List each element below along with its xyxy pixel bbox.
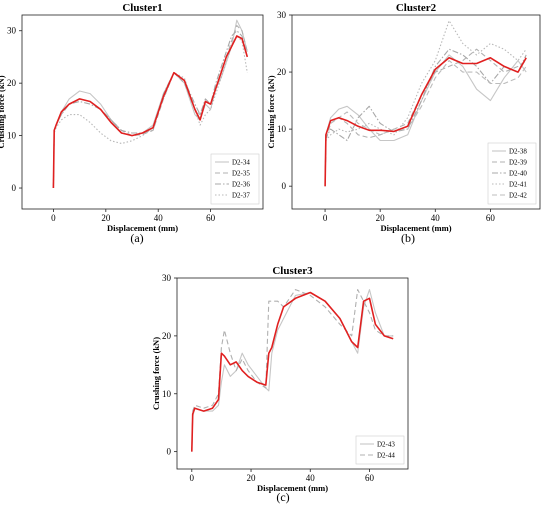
y-tick-label: 10 xyxy=(7,131,17,141)
series-line-d2-37 xyxy=(52,35,248,189)
y-tick-label: 20 xyxy=(277,67,287,77)
x-tick-label: 0 xyxy=(190,473,195,483)
legend-label: D2-41 xyxy=(509,181,527,189)
legend-label: D2-36 xyxy=(232,181,250,189)
mean-series-line xyxy=(324,56,527,187)
x-tick-label: 40 xyxy=(154,213,164,223)
legend: D2-38 D2-39 D2-40 D2-41 D2-42 xyxy=(487,142,537,205)
y-tick-label: 30 xyxy=(277,10,287,20)
y-tick-label: 30 xyxy=(7,26,17,36)
x-tick-label: 20 xyxy=(101,213,111,223)
mean-series-line xyxy=(191,291,394,452)
series-line-d2-44 xyxy=(191,289,394,452)
plot-frame xyxy=(176,277,409,470)
legend-label: D2-35 xyxy=(232,170,250,178)
series-line-d2-38 xyxy=(324,54,527,187)
x-axis-label: Displacement (mm) xyxy=(107,223,178,233)
legend: D2-43 D2-44 xyxy=(355,435,405,465)
legend-label: D2-37 xyxy=(232,192,250,200)
panel-caption: (a) xyxy=(130,231,143,245)
legend-label: D2-40 xyxy=(509,170,527,178)
chart-title: Cluster2 xyxy=(396,2,437,14)
series-line-d2-43 xyxy=(191,289,394,452)
y-tick-label: 0 xyxy=(282,181,287,191)
x-tick-label: 40 xyxy=(431,213,441,223)
legend: D2-34 D2-35 D2-36 D2-37 xyxy=(210,153,260,205)
y-tick-label: 0 xyxy=(167,447,172,457)
mean-series-line xyxy=(52,35,249,189)
x-tick-label: 60 xyxy=(206,213,216,223)
legend-label: D2-39 xyxy=(509,159,527,167)
y-tick-label: 30 xyxy=(162,273,172,283)
legend-label: D2-44 xyxy=(377,452,395,460)
x-tick-label: 0 xyxy=(51,213,56,223)
y-axis-label: Crushing force (kN) xyxy=(266,75,276,148)
series-line-d2-36 xyxy=(52,30,248,189)
x-axis-label: Displacement (mm) xyxy=(380,223,451,233)
legend-box xyxy=(487,142,537,205)
panel-caption: (b) xyxy=(401,231,415,245)
legend-label: D2-42 xyxy=(509,192,527,200)
x-tick-label: 60 xyxy=(486,213,496,223)
x-tick-label: 40 xyxy=(306,473,316,483)
plot-frame xyxy=(21,14,264,210)
series-line-d2-41 xyxy=(324,20,527,187)
x-axis-label: Displacement (mm) xyxy=(257,483,328,493)
x-tick-label: 20 xyxy=(247,473,257,483)
y-tick-label: 20 xyxy=(162,331,172,341)
y-axis-label: Crushing force (kN) xyxy=(151,337,161,410)
legend-label: D2-38 xyxy=(509,148,527,156)
chart-panel-1: Cluster1 0 20 40 60 0 10 20 30 Displacement (mm) C… xyxy=(0,2,264,245)
chart-panel-2: Cluster2 0 20 40 60 0 10 20 30 Displacement (mm) C… xyxy=(266,2,541,245)
y-tick-label: 20 xyxy=(7,78,17,88)
plot-frame xyxy=(291,14,541,210)
chart-title: Cluster3 xyxy=(272,265,313,277)
legend-label: D2-43 xyxy=(377,441,395,449)
y-tick-label: 10 xyxy=(277,124,287,134)
y-tick-label: 10 xyxy=(162,389,172,399)
y-axis-label: Crushing force (kN) xyxy=(0,75,6,148)
chart-title: Cluster1 xyxy=(122,2,162,14)
y-tick-label: 0 xyxy=(12,183,17,193)
legend-box xyxy=(355,435,405,465)
legend-label: D2-34 xyxy=(232,159,250,167)
panel-caption: (c) xyxy=(276,490,289,504)
x-tick-label: 20 xyxy=(376,213,386,223)
x-tick-label: 60 xyxy=(365,473,375,483)
chart-panel-3: Cluster3 0 20 40 60 0 10 20 30 Displacement (mm) C… xyxy=(151,265,409,504)
x-tick-label: 0 xyxy=(323,213,328,223)
